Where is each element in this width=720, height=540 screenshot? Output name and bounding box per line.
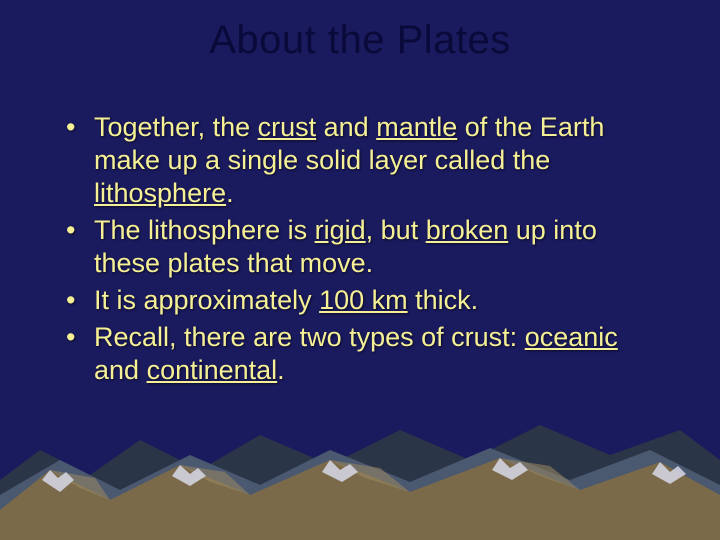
text-run: The lithosphere is	[94, 215, 315, 245]
bullet-item: Recall, there are two types of crust: oc…	[60, 321, 670, 387]
text-run: It is approximately	[94, 285, 319, 315]
underlined-term: broken	[426, 215, 509, 245]
slide-title: About the Plates	[0, 0, 720, 63]
text-run: .	[226, 178, 234, 208]
bullet-list: Together, the crust and mantle of the Ea…	[60, 111, 670, 387]
text-run: , but	[366, 215, 426, 245]
text-run: .	[277, 355, 285, 385]
underlined-term: crust	[258, 112, 317, 142]
bullet-item: Together, the crust and mantle of the Ea…	[60, 111, 670, 210]
bullet-item: It is approximately 100 km thick.	[60, 284, 670, 317]
underlined-term: oceanic	[525, 322, 618, 352]
underlined-term: lithosphere	[94, 178, 226, 208]
text-run: Recall, there are two types of crust:	[94, 322, 525, 352]
underlined-term: rigid	[315, 215, 366, 245]
mountain-graphic	[0, 400, 720, 540]
underlined-term: 100 km	[319, 285, 408, 315]
text-run: and	[316, 112, 376, 142]
text-run: Together, the	[94, 112, 258, 142]
slide: About the Plates Together, the crust and…	[0, 0, 720, 540]
text-run: and	[94, 355, 147, 385]
underlined-term: mantle	[376, 112, 457, 142]
bullet-item: The lithosphere is rigid, but broken up …	[60, 214, 670, 280]
underlined-term: continental	[147, 355, 278, 385]
text-run: thick.	[408, 285, 479, 315]
slide-body: Together, the crust and mantle of the Ea…	[0, 63, 720, 387]
